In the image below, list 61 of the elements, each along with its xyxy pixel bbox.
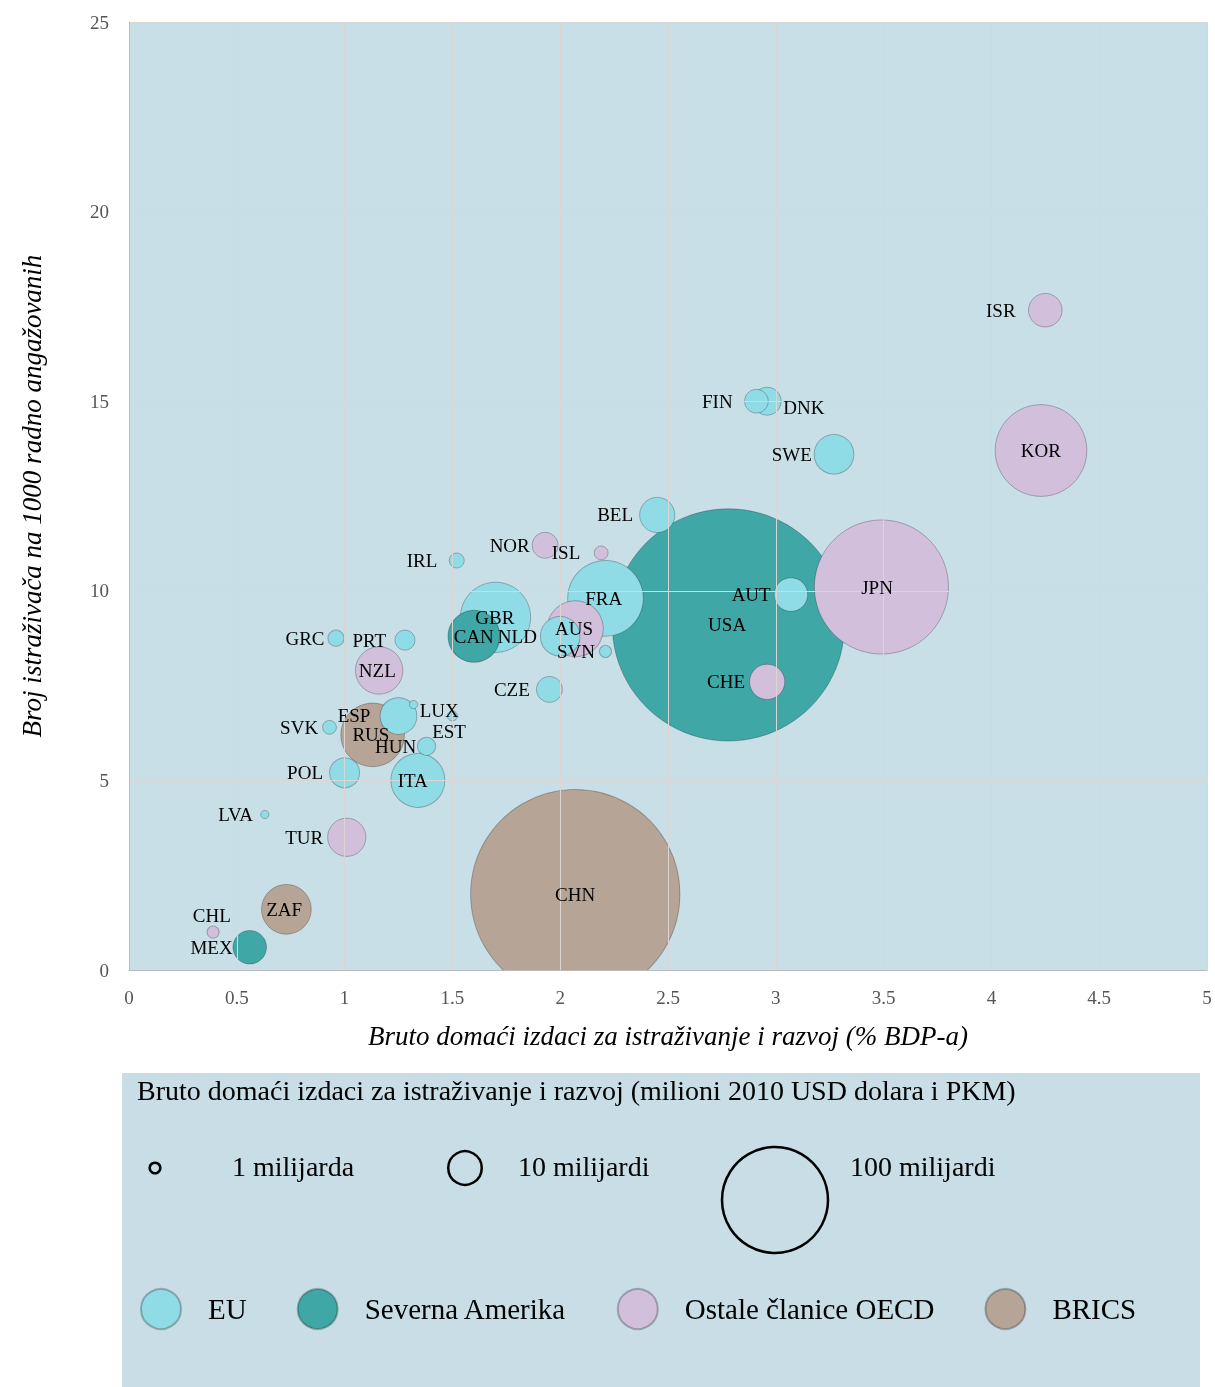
data-label: AUS (555, 618, 594, 640)
data-label: DNK (783, 396, 825, 418)
legend-label: 1 milijarda (232, 1150, 355, 1182)
legend-label: EU (208, 1293, 247, 1325)
data-label: ISL (551, 542, 581, 564)
legend-label: BRICS (1052, 1293, 1137, 1325)
data-label: NOR (489, 534, 531, 556)
y-axis-title: Broj istraživača na 1000 radno angažovanih (16, 254, 47, 738)
legend-label: Severna Amerika (364, 1293, 566, 1325)
data-label: PRT (352, 629, 387, 651)
data-label: CHL (192, 905, 231, 927)
data-label: GRC (285, 627, 325, 649)
legend-label: Ostale članice OECD (684, 1293, 935, 1325)
x-tick-label: 2 (555, 987, 565, 1008)
data-label: SVK (280, 716, 319, 738)
x-tick-label: 0 (124, 987, 134, 1008)
x-tick-label: 4 (986, 987, 997, 1008)
data-label: ZAF (266, 898, 303, 920)
legend-label: 100 milijardi (850, 1150, 996, 1182)
data-label: BEL (597, 504, 634, 526)
data-label: GBR (475, 606, 515, 628)
data-label: SWE (771, 443, 812, 465)
x-tick-label: 2.5 (656, 987, 680, 1008)
data-label: ISR (986, 299, 1016, 321)
data-label: USA (708, 614, 747, 636)
x-tick-label: 0.5 (224, 987, 249, 1008)
data-label: FIN (702, 390, 733, 412)
x-tick-label: 3 (771, 987, 781, 1008)
x-tick-label: 3.5 (871, 987, 896, 1008)
legend-title: Bruto domaći izdaci za istraživanje i razvoj (milioni 2010 USD dolara i PKM) (137, 1074, 1016, 1106)
data-label: MEX (190, 936, 233, 958)
data-label: TUR (285, 826, 324, 848)
x-axis-title: Bruto domaći izdaci za istraživanje i razvoj (% BDP-a) (368, 1020, 968, 1051)
data-label: ESP (337, 705, 371, 727)
data-label: NLD (497, 625, 537, 647)
data-label: NZL (358, 659, 396, 681)
data-label: FRA (585, 587, 623, 609)
data-label: SVN (556, 640, 596, 662)
data-label: KOR (1020, 440, 1062, 461)
data-label: EST (432, 720, 467, 742)
data-label: CHE (707, 671, 746, 693)
y-tick-label: 5 (99, 769, 109, 791)
x-tick-label: 1 (339, 987, 350, 1008)
x-tick-label: 1.5 (440, 987, 465, 1008)
y-tick-label: 15 (90, 390, 109, 412)
data-label: IRL (406, 549, 438, 571)
data-label: CAN (453, 625, 495, 647)
x-tick-label: 5 (1202, 987, 1212, 1008)
data-label: CZE (493, 678, 530, 700)
y-tick-label: 25 (90, 11, 109, 33)
y-tick-label: 20 (90, 201, 109, 223)
y-tick-label: 0 (99, 959, 109, 981)
data-label: LVA (218, 804, 254, 826)
data-label: LUX (419, 700, 460, 722)
legend-label: 10 milijardi (518, 1150, 650, 1182)
x-tick-label: 4.5 (1087, 987, 1112, 1008)
data-label: CHN (555, 883, 596, 905)
data-label: JPN (861, 576, 894, 598)
data-label: POL (287, 762, 324, 784)
y-tick-label: 10 (90, 580, 109, 602)
data-label: ITA (397, 769, 429, 791)
